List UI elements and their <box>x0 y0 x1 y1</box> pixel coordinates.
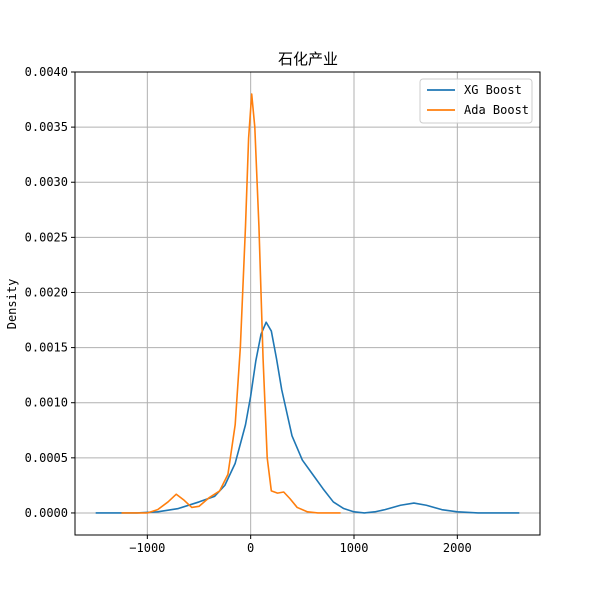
y-tick-label: 0.0040 <box>25 65 68 79</box>
y-tick-label: 0.0005 <box>25 451 68 465</box>
chart-title: 石化产业 <box>278 50 338 68</box>
y-tick-label: 0.0015 <box>25 341 68 355</box>
plot-area: −1000 0 1000 2000 0.0000 0.0005 0.0010 0.0015 0.… <box>25 65 541 555</box>
x-tick-label: −1000 <box>129 541 165 555</box>
y-tick-label: 0.0035 <box>25 120 68 134</box>
plot-frame <box>74 71 541 536</box>
y-tick-label: 0.0000 <box>25 506 68 520</box>
x-tick-label: 2000 <box>443 541 472 555</box>
legend-label-0: XG Boost <box>464 83 522 97</box>
y-axis-title: Density <box>5 279 19 330</box>
x-tick-label: 1000 <box>340 541 369 555</box>
series-line-1 <box>121 93 341 514</box>
y-tick-label: 0.0020 <box>25 285 68 299</box>
x-tick-label: 0 <box>247 541 254 555</box>
y-tick-label: 0.0030 <box>25 175 68 189</box>
y-tick-label: 0.0010 <box>25 396 68 410</box>
y-tick-label: 0.0025 <box>25 230 68 244</box>
legend-label-1: Ada Boost <box>464 103 529 117</box>
